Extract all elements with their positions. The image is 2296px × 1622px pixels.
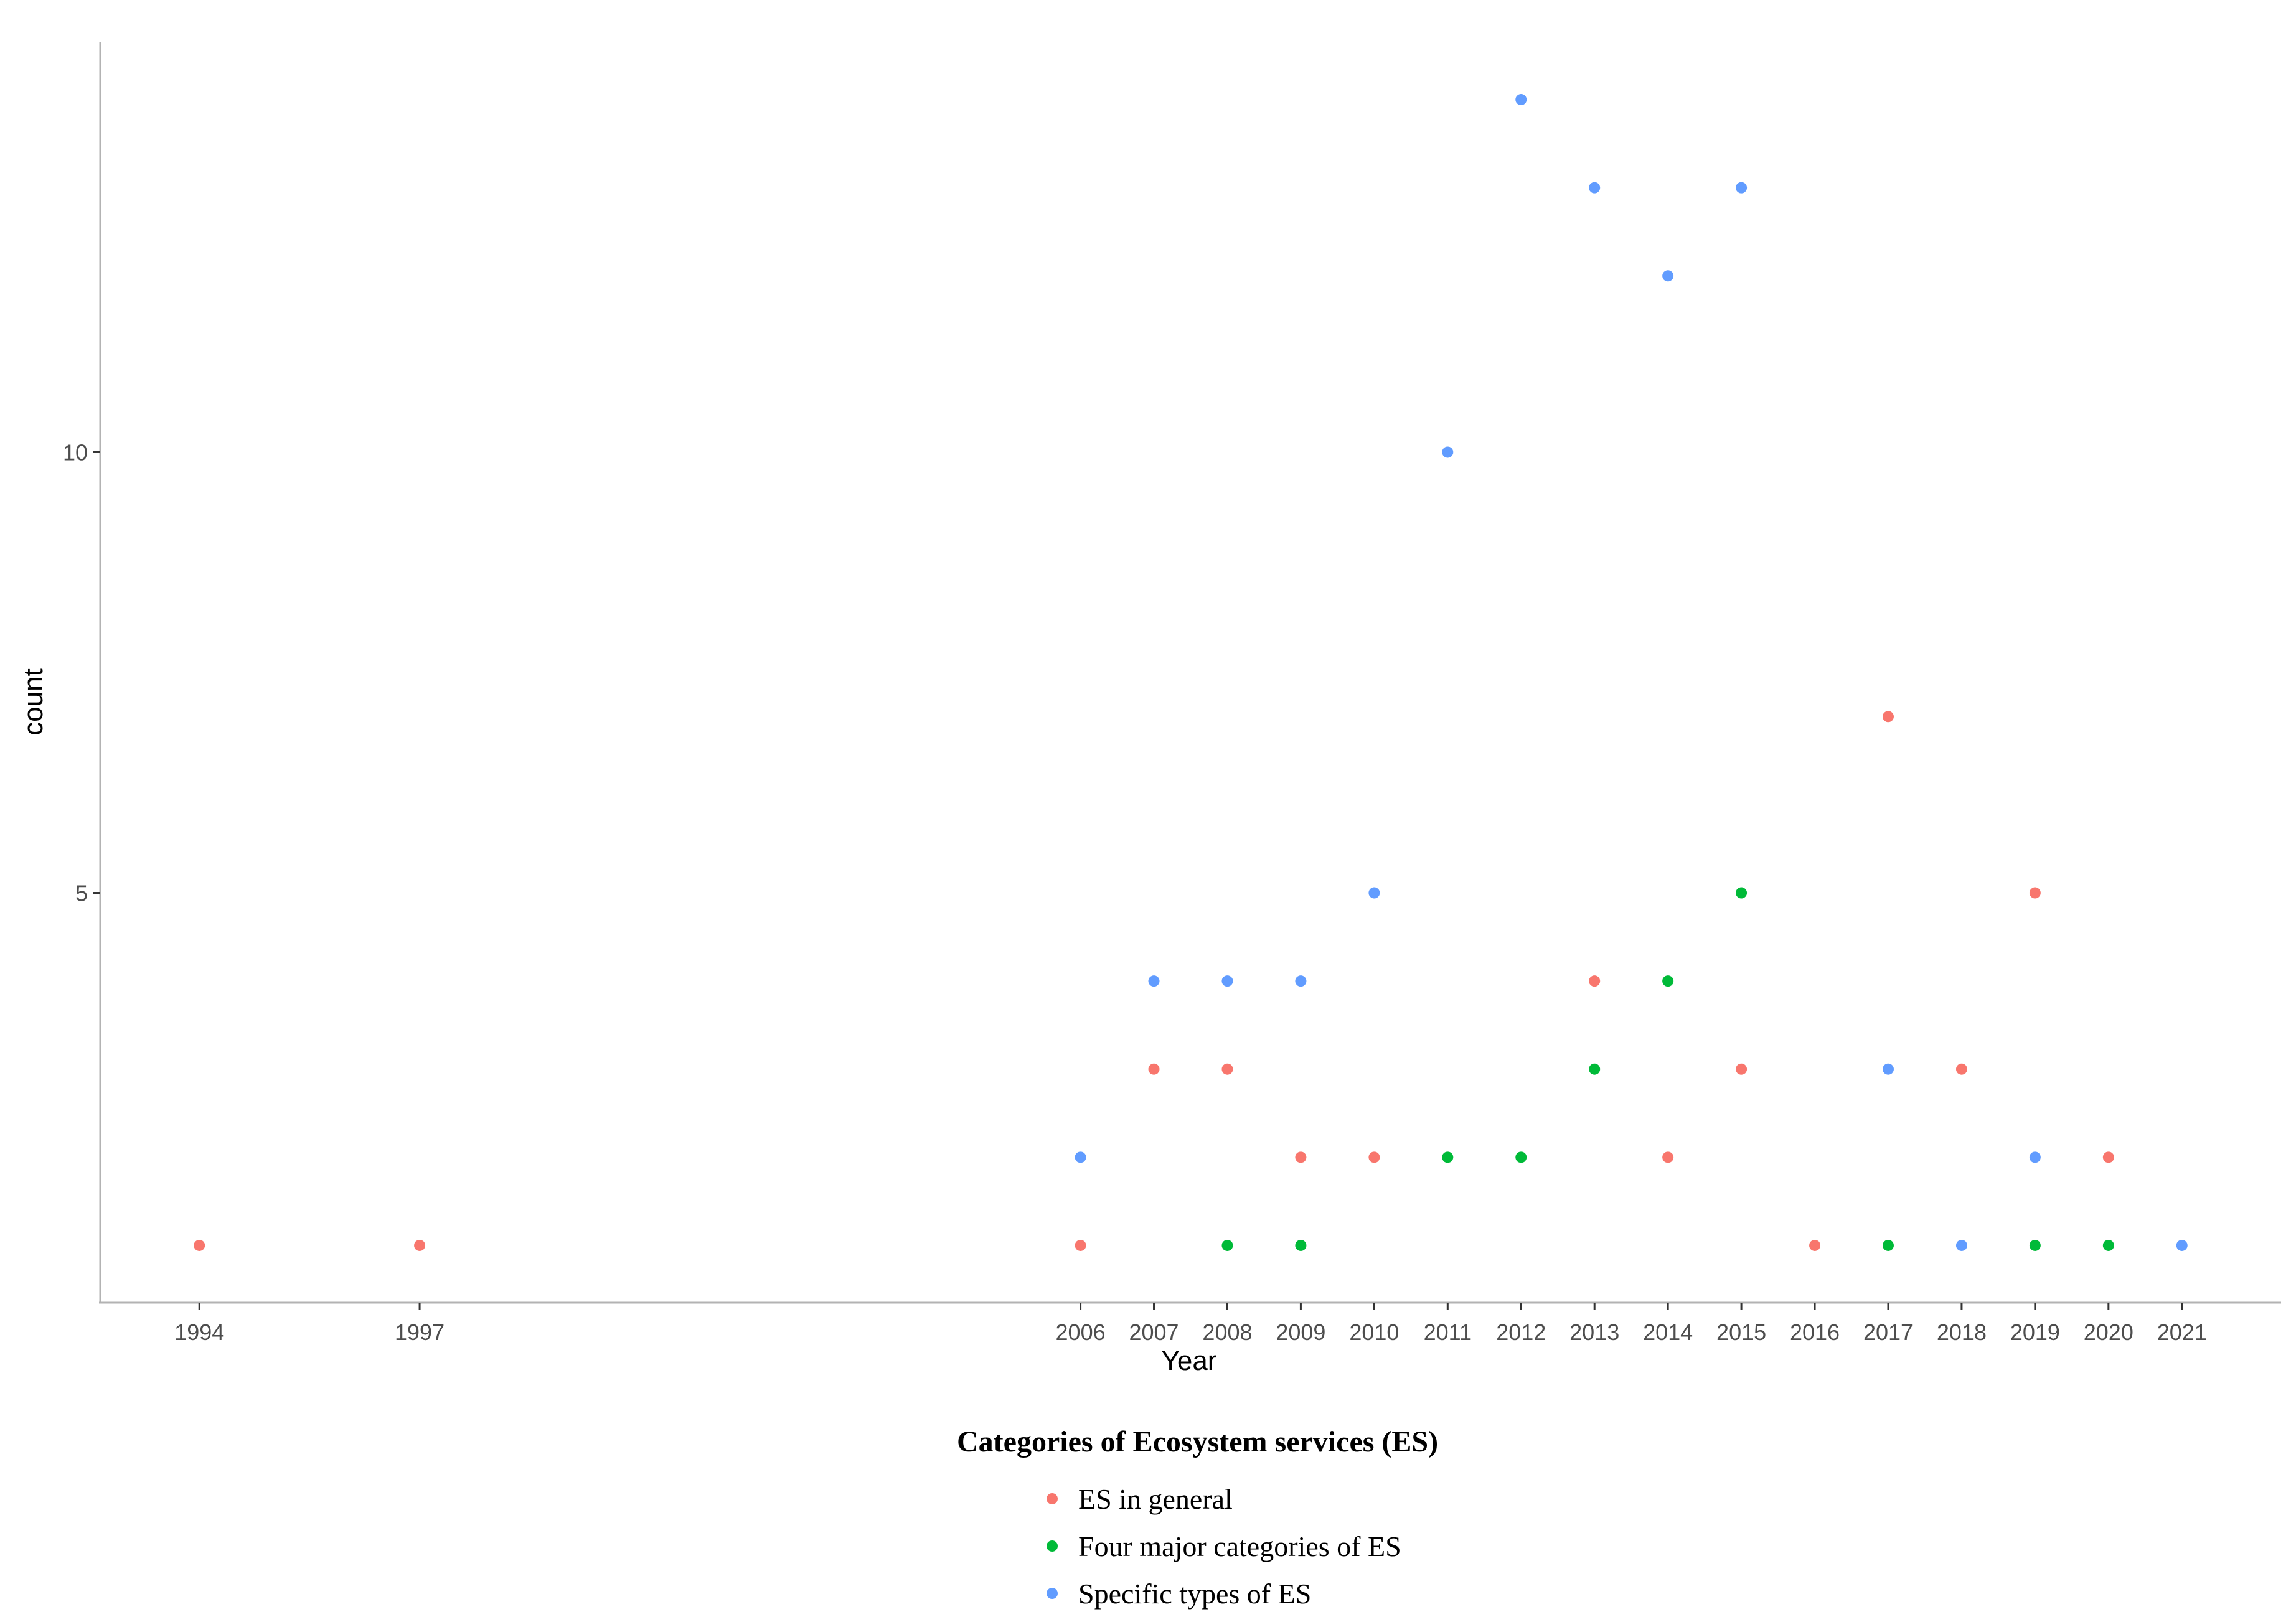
data-point bbox=[1662, 1151, 1674, 1163]
data-point bbox=[1589, 975, 1601, 987]
legend-items: ES in general Four major categories of ES… bbox=[1047, 1483, 1401, 1610]
data-point bbox=[1589, 182, 1601, 194]
x-tick-label: 2013 bbox=[1569, 1320, 1619, 1345]
axes bbox=[99, 42, 2281, 1304]
x-tick-label: 2011 bbox=[1424, 1320, 1472, 1345]
series-1 bbox=[194, 711, 2114, 1251]
x-tick-label: 2019 bbox=[2010, 1320, 2060, 1345]
x-tick-label: 2021 bbox=[2157, 1320, 2207, 1345]
data-point bbox=[2176, 1239, 2188, 1251]
data-point bbox=[1148, 975, 1160, 987]
legend-label-3: Specific types of ES bbox=[1078, 1578, 1311, 1610]
x-tick-label: 2012 bbox=[1496, 1320, 1546, 1345]
data-point bbox=[1442, 446, 1454, 458]
data-point bbox=[1368, 887, 1380, 899]
x-tick-label: 2016 bbox=[1790, 1320, 1840, 1345]
y-ticks: 5 10 bbox=[63, 439, 100, 906]
x-tick-label: 2007 bbox=[1129, 1320, 1179, 1345]
data-point bbox=[1221, 1063, 1233, 1075]
data-point bbox=[1221, 975, 1233, 987]
legend-key-3 bbox=[1047, 1588, 1058, 1599]
x-tick-label: 2010 bbox=[1349, 1320, 1399, 1345]
x-tick-label: 2014 bbox=[1643, 1320, 1693, 1345]
x-tick-label: 1997 bbox=[395, 1320, 445, 1345]
data-point bbox=[414, 1239, 426, 1251]
data-point bbox=[2029, 1151, 2041, 1163]
x-tick-label: 2009 bbox=[1276, 1320, 1325, 1345]
x-tick-label: 2017 bbox=[1863, 1320, 1913, 1345]
data-point bbox=[1442, 1151, 1454, 1163]
y-axis-title: count bbox=[18, 668, 49, 736]
data-point bbox=[1736, 887, 1748, 899]
x-tick-label: 2008 bbox=[1202, 1320, 1252, 1345]
series-2 bbox=[1221, 887, 2114, 1251]
x-tick-label: 2020 bbox=[2084, 1320, 2134, 1345]
data-point bbox=[1589, 1063, 1601, 1075]
x-tick-label: 2006 bbox=[1056, 1320, 1106, 1345]
data-point bbox=[1882, 711, 1894, 723]
data-points bbox=[194, 94, 2188, 1251]
y-tick-label: 5 bbox=[75, 881, 88, 906]
legend: Categories of Ecosystem services (ES) ES… bbox=[957, 1425, 1438, 1610]
x-tick-label: 2015 bbox=[1716, 1320, 1766, 1345]
data-point bbox=[1955, 1063, 1967, 1075]
data-point bbox=[1075, 1151, 1086, 1163]
data-point bbox=[1295, 1151, 1307, 1163]
legend-key-2 bbox=[1047, 1540, 1058, 1552]
legend-key-1 bbox=[1047, 1493, 1058, 1504]
data-point bbox=[1515, 1151, 1527, 1163]
legend-label-2: Four major categories of ES bbox=[1078, 1531, 1401, 1562]
data-point bbox=[1955, 1239, 1967, 1251]
data-point bbox=[1882, 1239, 1894, 1251]
data-point bbox=[194, 1239, 205, 1251]
data-point bbox=[1882, 1063, 1894, 1075]
data-point bbox=[1295, 975, 1307, 987]
data-point bbox=[1736, 1063, 1748, 1075]
legend-title: Categories of Ecosystem services (ES) bbox=[957, 1425, 1438, 1458]
legend-label-1: ES in general bbox=[1078, 1483, 1233, 1515]
series-3 bbox=[1075, 94, 2188, 1251]
data-point bbox=[1295, 1239, 1307, 1251]
data-point bbox=[1368, 1151, 1380, 1163]
data-point bbox=[1148, 1063, 1160, 1075]
y-tick-label: 10 bbox=[63, 439, 88, 465]
data-point bbox=[2102, 1239, 2114, 1251]
data-point bbox=[1662, 270, 1674, 282]
data-point bbox=[2102, 1151, 2114, 1163]
data-point bbox=[1515, 94, 1527, 106]
data-point bbox=[2029, 887, 2041, 899]
x-tick-label: 1994 bbox=[174, 1320, 224, 1345]
data-point bbox=[1662, 975, 1674, 987]
data-point bbox=[1221, 1239, 1233, 1251]
x-axis-title: Year bbox=[1162, 1346, 1217, 1376]
data-point bbox=[2029, 1239, 2041, 1251]
data-point bbox=[1736, 182, 1748, 194]
data-point bbox=[1075, 1239, 1086, 1251]
x-ticks: 1994 1997 2006 2007 2008 2009 2010 2011 2012 2013… bbox=[174, 1303, 2207, 1345]
x-tick-label: 2018 bbox=[1937, 1320, 1987, 1345]
data-point bbox=[1809, 1239, 1821, 1251]
